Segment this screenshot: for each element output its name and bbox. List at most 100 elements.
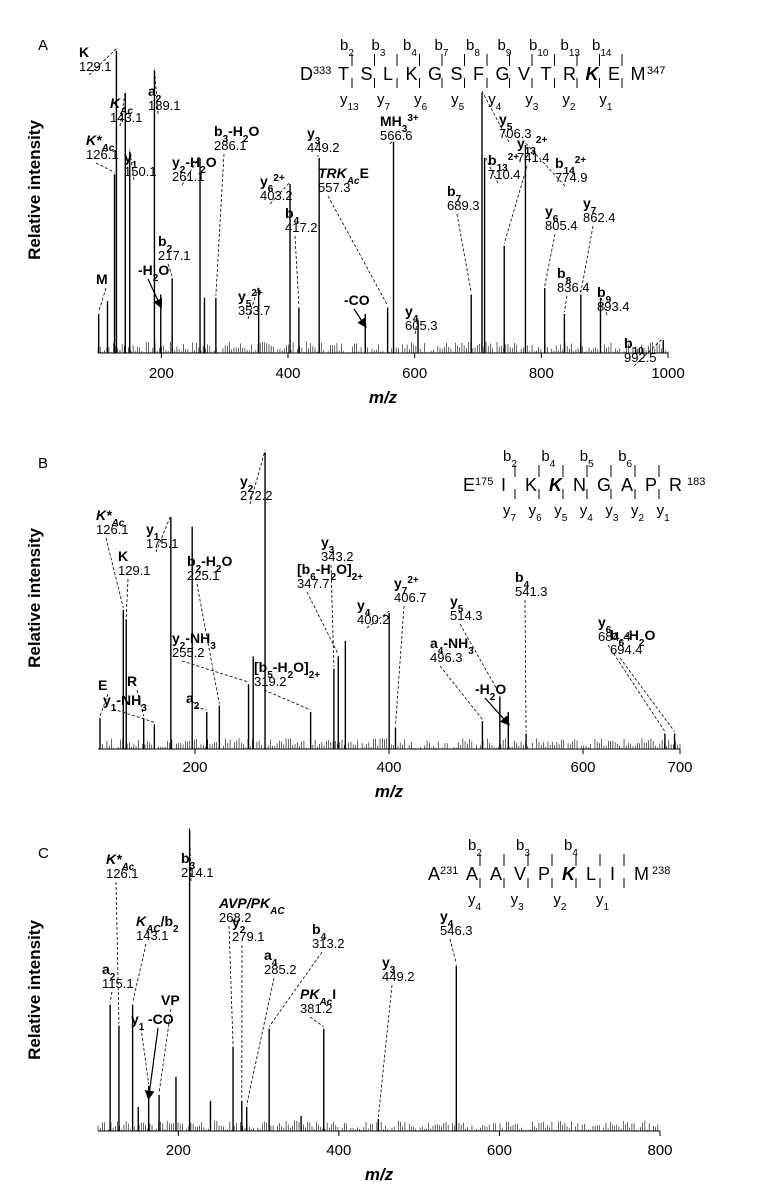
peak-annotation-label: MH33+: [380, 113, 419, 135]
sequence-residue: R: [563, 64, 576, 84]
x-tick-label: 400: [376, 759, 401, 776]
sequence-residue: F: [473, 64, 484, 84]
peak-annotation-value: 313.2: [312, 936, 345, 951]
annotation-leader: [196, 583, 220, 704]
y-ion-label: y2: [562, 91, 576, 113]
b-ion-label: b4: [403, 37, 417, 59]
y-ion-label: y4: [580, 502, 594, 524]
annotation-leader: [503, 165, 528, 244]
peak-annotation-value: 541.3: [515, 584, 548, 599]
annotation-leader: [619, 657, 675, 732]
y-ion-label: y7: [377, 91, 391, 113]
annotation-leader: [459, 623, 501, 695]
annotation-leader: [99, 693, 109, 717]
peak-annotation-label: K: [118, 548, 128, 564]
x-tick-label: 200: [166, 1142, 191, 1159]
sequence-end-number: 347: [647, 65, 665, 77]
peak-annotation-value: 214.1: [181, 865, 214, 880]
sequence-residue: V: [514, 864, 526, 884]
sequence-residue: K: [406, 64, 418, 84]
peak-annotation-value: 347.7: [297, 576, 330, 591]
peak-annotation-label: K*Ac: [106, 851, 135, 873]
y-ion-label: y5: [451, 91, 465, 113]
peak-annotation-value: 189.1: [148, 98, 181, 113]
peak-annotation-label: b3: [181, 850, 196, 872]
annotation-leader: [484, 155, 499, 184]
annotation-leader: [246, 977, 275, 1106]
sequence-residue: P: [538, 864, 550, 884]
peak-annotation-value: 684.4: [598, 629, 631, 644]
peak-annotation-label: M: [96, 271, 108, 287]
b-ion-label: b3: [516, 837, 530, 859]
peak-annotation-value: 449.2: [382, 969, 415, 984]
annotation-leader: [294, 235, 300, 306]
annotation-leader: [580, 225, 594, 293]
peak-annotation-value: 126.1: [86, 147, 119, 162]
sequence-start: E175: [463, 475, 493, 495]
peak-annotation-value: 566.6: [380, 128, 413, 143]
peak-annotation-value: 115.1: [102, 976, 134, 991]
peak-annotation-value: 255.2: [172, 645, 205, 660]
peak-annotation-value: 706.3: [499, 126, 532, 141]
panel-label: A: [38, 37, 48, 54]
annotation-leader: [439, 665, 483, 720]
peak-annotation-value: 381.2: [300, 1001, 333, 1016]
sequence-residue: K: [586, 64, 601, 84]
peak-annotation-label: AVP/PKAC: [218, 895, 285, 917]
peak-annotation-value: 286.1: [214, 138, 247, 153]
sequence-end-number: 183: [687, 476, 705, 488]
peak-annotation-label: b9: [597, 284, 612, 306]
peak-annotation-value: 774.9: [555, 170, 588, 185]
annotation-leader: [129, 149, 135, 181]
y-ion-label: y7: [503, 502, 517, 524]
peak-annotation-value: 546.3: [440, 923, 473, 938]
peak-annotation-label: y1: [124, 149, 138, 171]
annotation-leader: [140, 1027, 150, 1084]
peak-annotation-label: b132+: [488, 152, 519, 174]
sequence-start: D333: [300, 64, 331, 84]
y-ion-label: y3: [605, 502, 619, 524]
peak-annotation-label: y132+: [517, 135, 547, 157]
peak-annotation-label: b7: [447, 183, 462, 205]
x-tick-label: 1000: [651, 365, 684, 382]
sequence-residue: I: [501, 475, 506, 495]
peak-annotation-label: KAC/b2: [136, 913, 179, 935]
peak-annotation-label: b6-H2O: [610, 627, 655, 649]
peak-annotation-label: a2: [148, 83, 162, 105]
annotation-leader: [158, 1008, 172, 1093]
y-ion-label: y2: [631, 502, 645, 524]
peak-annotation-label: KAc: [110, 95, 133, 117]
annotation-leader: [327, 195, 388, 306]
annotation-leader: [98, 287, 107, 313]
b-ion-label: b5: [580, 448, 594, 470]
peak-annotation-label: y7: [583, 195, 597, 217]
b-ion-label: b4: [541, 448, 555, 470]
peak-annotation-label: b8: [557, 265, 572, 287]
annotation-leader: [414, 318, 419, 335]
annotation-leader: [181, 155, 201, 186]
annotation-leader: [309, 1016, 324, 1027]
peak-annotation-label: VP: [161, 992, 180, 1008]
peak-annotation-label: TRKAcE: [318, 165, 369, 187]
peak-annotation-label: b142+: [555, 155, 586, 177]
annotation-leader: [189, 827, 192, 882]
loss-arrow: [353, 308, 367, 329]
sequence-residue: E: [608, 64, 620, 84]
peak-annotation-value: 126.1: [106, 866, 139, 881]
annotation-leader: [633, 337, 664, 367]
peak-annotation-label: y6: [545, 203, 559, 225]
peak-annotation-label: y2-H2O: [172, 154, 217, 176]
peak-annotation-label: [b6-H2O]2+: [297, 561, 363, 583]
peak-annotation-value: 126.1: [96, 522, 129, 537]
peak-annotation-label: b2: [158, 233, 173, 255]
y-ion-label: y6: [414, 91, 428, 113]
peak-annotation-label: R: [127, 673, 137, 689]
peak-annotation-label: y52+: [238, 288, 263, 310]
annotation-leader: [600, 295, 608, 316]
annotation-leader: [88, 48, 117, 76]
peak-annotation-label: y3: [321, 534, 335, 556]
x-tick-label: 800: [529, 365, 554, 382]
annotation-leader: [132, 943, 147, 1003]
